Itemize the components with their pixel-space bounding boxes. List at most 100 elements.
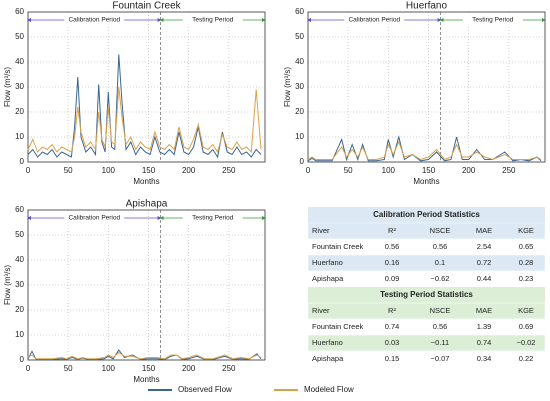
table-header: R² [388,226,396,235]
y-tick-label: 10 [295,132,304,141]
y-tick-label: 60 [15,205,24,214]
table-cell: 0.09 [385,274,400,283]
table-cell: 0.34 [477,354,492,363]
y-tick-label: 10 [15,330,24,339]
table-cell: 0.03 [385,338,400,347]
table-row-bg [307,302,546,320]
period-label: Testing Period [192,17,234,24]
table-row-bg [307,222,546,240]
table-row-bg [307,334,546,352]
y-tick-label: 60 [15,7,24,16]
x-tick-label: 100 [382,166,396,175]
x-axis-label: Months [413,177,439,186]
table-header: NSCE [430,226,451,235]
table-cell: 0.44 [477,274,492,283]
table-header: KGE [518,226,534,235]
y-tick-label: 40 [295,57,304,66]
table-cell: 1.39 [477,322,492,331]
x-tick-label: 250 [222,166,236,175]
y-tick-label: 30 [15,82,24,91]
x-tick-label: 50 [64,166,73,175]
y-tick-label: 0 [20,355,25,364]
x-tick-label: 100 [102,166,116,175]
table-title: Calibration Period Statistics [373,210,480,219]
legend-label: Modeled Flow [304,385,354,394]
series-line [27,351,262,360]
y-axis-label: Flow (m³/s) [3,67,12,107]
period-label: Calibration Period [68,17,120,24]
table-cell: 0.22 [519,354,534,363]
plot-frame [27,209,266,361]
x-tick-label: 150 [422,166,436,175]
table-cell: 0.72 [477,258,492,267]
table-header: MAE [476,226,492,235]
y-tick-label: 0 [20,157,25,166]
table-cell: Huerfano [312,258,343,267]
series-line [27,54,262,159]
period-label-bg [182,213,243,223]
plot-frame [27,11,266,163]
table-cell: 0.74 [477,338,492,347]
period-label-bg [182,15,243,25]
x-tick-label: 250 [502,166,516,175]
table-cell: Apishapa [312,354,344,363]
y-tick-label: 10 [15,132,24,141]
x-tick-label: 150 [142,364,156,373]
table-cell: 0.28 [519,258,534,267]
y-tick-label: 30 [15,280,24,289]
table-header: NSCE [430,306,451,315]
table-cell: 0.65 [519,242,534,251]
plot-frame [307,11,546,163]
y-tick-label: 20 [15,107,24,116]
x-tick-label: 100 [102,364,116,373]
x-axis-label: Months [133,375,159,384]
x-tick-label: 200 [182,364,196,373]
x-tick-label: 0 [26,166,31,175]
table-cell: 0.74 [385,322,400,331]
series-line [307,140,542,161]
table-cell: −0.07 [431,354,450,363]
chart-title: Huerfano [406,1,448,12]
table-cell: 0.15 [385,354,400,363]
table-cell: −0.62 [431,274,450,283]
table-row-bg [307,254,546,272]
table-cell: Apishapa [312,274,344,283]
table-title-bg [308,207,545,223]
y-tick-label: 50 [15,32,24,41]
series-line [27,349,262,361]
legend: Observed Flow Modeled Flow [148,385,354,394]
table-row-bg [307,350,546,368]
period-label: Calibration Period [68,215,120,222]
x-tick-label: 0 [26,364,31,373]
y-tick-label: 60 [295,7,304,16]
x-tick-label: 150 [142,166,156,175]
table-header: River [312,226,330,235]
period-label: Testing Period [472,17,514,24]
x-tick-label: 250 [222,364,236,373]
table-cell: Fountain Creek [312,322,364,331]
period-label-bg [64,15,125,25]
chart-title: Fountain Creek [112,1,181,12]
legend-label: Observed Flow [178,385,232,394]
series-line [27,86,262,154]
period-label-bg [344,15,405,25]
table-cell: 0.1 [435,258,445,267]
y-tick-label: 0 [300,157,305,166]
table-cell: 2.54 [477,242,492,251]
table-cell: −0.11 [431,338,449,347]
table-title: Testing Period Statistics [380,290,473,299]
y-axis-label: Flow (m³/s) [283,67,292,107]
table-cell: 0.16 [385,258,400,267]
table-cell: 0.56 [433,242,448,251]
y-tick-label: 20 [295,107,304,116]
table-title-bg [308,287,545,303]
table-row-bg [307,270,546,288]
x-tick-label: 200 [462,166,476,175]
x-tick-label: 0 [306,166,311,175]
y-tick-label: 30 [295,82,304,91]
table-cell: 0.56 [433,322,448,331]
y-tick-label: 40 [15,255,24,264]
period-label-bg [64,213,125,223]
x-tick-label: 50 [64,364,73,373]
